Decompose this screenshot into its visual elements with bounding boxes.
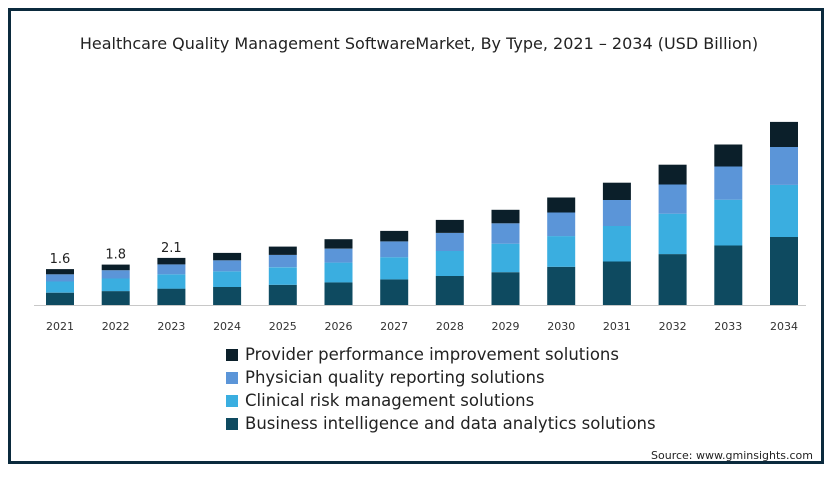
bar-segment-2030-1 xyxy=(547,236,576,267)
bar-segment-2023-3 xyxy=(157,257,186,265)
x-tick-label: 2027 xyxy=(380,320,408,333)
bar-segment-2033-1 xyxy=(714,199,743,246)
bar-segment-2032-2 xyxy=(658,184,687,214)
bar-segment-2021-2 xyxy=(46,274,74,282)
legend-swatch xyxy=(226,417,238,430)
bar-segment-2032-3 xyxy=(658,164,687,185)
legend: Provider performance improvement solutio… xyxy=(226,343,656,435)
bar-segment-2026-3 xyxy=(324,239,353,249)
bar-segment-2033-2 xyxy=(714,166,743,200)
data-labels: 1.6 1.8 2.1 xyxy=(50,241,182,267)
x-tick-label: 2024 xyxy=(213,320,241,333)
bar-segment-2029-0 xyxy=(491,272,520,305)
x-tick-label: 2026 xyxy=(324,320,352,333)
data-label: 1.6 xyxy=(50,252,71,267)
bar-segment-2031-3 xyxy=(602,182,631,200)
bar-segment-2027-3 xyxy=(380,230,409,242)
bar-segment-2022-0 xyxy=(101,291,130,305)
bar-segment-2026-2 xyxy=(324,248,353,263)
legend-item-physician: Physician quality reporting solutions xyxy=(226,366,656,389)
bar-segment-2031-1 xyxy=(602,226,631,262)
bar-segment-2028-2 xyxy=(435,233,464,251)
bar-segment-2024-1 xyxy=(213,271,242,287)
bar-segment-2029-3 xyxy=(491,209,520,224)
bar-segment-2027-0 xyxy=(380,279,409,305)
legend-swatch xyxy=(226,348,238,361)
legend-item-provider: Provider performance improvement solutio… xyxy=(226,343,656,366)
bar-segment-2033-3 xyxy=(714,144,743,167)
bar-segment-2031-2 xyxy=(602,200,631,226)
x-tick-label: 2029 xyxy=(492,320,520,333)
x-tick-label: 2032 xyxy=(659,320,687,333)
bar-segment-2032-0 xyxy=(658,254,687,305)
bar-segment-2025-2 xyxy=(268,254,297,268)
bars-group xyxy=(46,121,798,305)
bar-segment-2024-2 xyxy=(213,260,242,272)
x-tick-label: 2023 xyxy=(157,320,185,333)
bar-segment-2034-2 xyxy=(770,147,798,185)
bar-segment-2033-0 xyxy=(714,245,743,305)
bar-segment-2025-1 xyxy=(268,267,297,285)
x-tick-label: 2030 xyxy=(547,320,575,333)
data-label: 2.1 xyxy=(161,241,182,256)
bar-segment-2027-1 xyxy=(380,257,409,280)
legend-item-business: Business intelligence and data analytics… xyxy=(226,412,656,435)
bar-segment-2023-0 xyxy=(157,288,186,305)
chart-frame xyxy=(8,8,824,464)
chart-title: Healthcare Quality Management SoftwareMa… xyxy=(79,34,759,53)
bar-segment-2029-2 xyxy=(491,223,520,244)
legend-label: Business intelligence and data analytics… xyxy=(245,414,656,433)
x-tick-labels: 2021 2022 2023 2024 2025 2026 2027 2028 2029 2030… xyxy=(46,320,798,333)
bar-segment-2023-1 xyxy=(157,274,186,289)
bar-segment-2034-3 xyxy=(770,121,798,147)
legend-swatch xyxy=(226,371,238,384)
bar-segment-2021-1 xyxy=(46,281,74,293)
x-tick-label: 2028 xyxy=(436,320,464,333)
bar-segment-2028-0 xyxy=(435,276,464,305)
x-tick-label: 2021 xyxy=(46,320,74,333)
bar-segment-2030-2 xyxy=(547,212,576,237)
bar-segment-2027-2 xyxy=(380,241,409,258)
legend-item-clinical: Clinical risk management solutions xyxy=(226,389,656,412)
bar-segment-2022-1 xyxy=(101,278,130,292)
bar-segment-2032-1 xyxy=(658,213,687,255)
x-tick-label: 2033 xyxy=(714,320,742,333)
bar-segment-2029-1 xyxy=(491,243,520,273)
x-tick-label: 2025 xyxy=(269,320,297,333)
bar-segment-2030-3 xyxy=(547,197,576,213)
bar-segment-2024-3 xyxy=(213,252,242,261)
data-label: 1.8 xyxy=(105,248,126,263)
bar-segment-2022-2 xyxy=(101,270,130,279)
bar-segment-2022-3 xyxy=(101,264,130,271)
bar-segment-2026-0 xyxy=(324,282,353,305)
bar-segment-2025-0 xyxy=(268,284,297,305)
bar-segment-2026-1 xyxy=(324,262,353,283)
legend-label: Clinical risk management solutions xyxy=(245,391,535,410)
bar-segment-2034-1 xyxy=(770,184,798,237)
bar-segment-2028-1 xyxy=(435,250,464,276)
source-note: Source: www.gminsights.com xyxy=(651,449,813,462)
bar-segment-2028-3 xyxy=(435,219,464,233)
x-tick-label: 2031 xyxy=(603,320,631,333)
legend-label: Provider performance improvement solutio… xyxy=(245,345,619,364)
bar-segment-2031-0 xyxy=(602,261,631,305)
legend-label: Physician quality reporting solutions xyxy=(245,368,545,387)
bar-segment-2023-2 xyxy=(157,264,186,275)
legend-swatch xyxy=(226,394,238,407)
bar-segment-2025-3 xyxy=(268,246,297,255)
x-tick-label: 2022 xyxy=(102,320,130,333)
bar-segment-2024-0 xyxy=(213,287,242,305)
bar-segment-2030-0 xyxy=(547,266,576,305)
bar-segment-2034-0 xyxy=(770,237,798,305)
bar-segment-2021-0 xyxy=(46,292,74,305)
x-tick-label: 2034 xyxy=(770,320,798,333)
bar-segment-2021-3 xyxy=(46,269,74,275)
